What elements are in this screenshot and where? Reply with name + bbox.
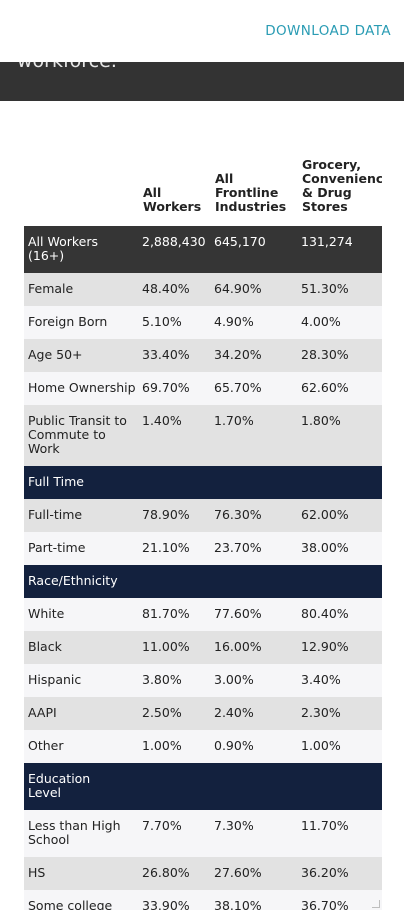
value-all-frontline: 4.90% <box>210 306 297 339</box>
data-table-container[interactable]: All Workers All Frontline Industries Grocer… <box>24 148 382 910</box>
value-grocery: 4.00% <box>297 306 382 339</box>
row-label: Black <box>24 631 138 664</box>
row-label: Home Ownership <box>24 372 138 405</box>
row-label: HS <box>24 857 138 890</box>
value-all-frontline: 645,170 <box>210 226 297 273</box>
table-row: Foreign Born 5.10% 4.90% 4.00% <box>24 306 382 339</box>
row-label: Part-time <box>24 532 138 565</box>
value-all-workers: 2.50% <box>138 697 210 730</box>
row-label: Public Transit to Commute to Work <box>24 405 138 466</box>
row-label: Full-time <box>24 499 138 532</box>
value-all-workers: 69.70% <box>138 372 210 405</box>
value-grocery: 131,274 <box>297 226 382 273</box>
value-all-workers: 11.00% <box>138 631 210 664</box>
table-row: Other 1.00% 0.90% 1.00% <box>24 730 382 763</box>
value-all-workers: 48.40% <box>138 273 210 306</box>
value-all-frontline: 2.40% <box>210 697 297 730</box>
table-row: Home Ownership 69.70% 65.70% 62.60% <box>24 372 382 405</box>
value-all-frontline: 1.70% <box>210 405 297 466</box>
value-all-frontline: 3.00% <box>210 664 297 697</box>
table-row: Part-time 21.10% 23.70% 38.00% <box>24 532 382 565</box>
value-all-workers: 26.80% <box>138 857 210 890</box>
value-all-workers: 81.70% <box>138 598 210 631</box>
column-header-all-frontline: All Frontline Industries <box>215 171 287 214</box>
row-label: Some college <box>24 890 138 910</box>
value-grocery: 36.20% <box>297 857 382 890</box>
value-all-frontline: 0.90% <box>210 730 297 763</box>
row-label: All Workers (16+) <box>24 226 138 273</box>
workforce-data-table: All Workers All Frontline Industries Grocer… <box>24 148 382 910</box>
table-row: Black 11.00% 16.00% 12.90% <box>24 631 382 664</box>
value-grocery: 1.00% <box>297 730 382 763</box>
value-grocery: 12.90% <box>297 631 382 664</box>
column-header-all-workers: All Workers <box>143 185 202 214</box>
value-all-workers: 78.90% <box>138 499 210 532</box>
value-grocery: 28.30% <box>297 339 382 372</box>
value-all-workers: 3.80% <box>138 664 210 697</box>
value-all-workers: 1.40% <box>138 405 210 466</box>
value-all-frontline: 7.30% <box>210 810 297 857</box>
value-grocery: 3.40% <box>297 664 382 697</box>
value-all-workers: 2,888,430 <box>138 226 210 273</box>
value-grocery: 1.80% <box>297 405 382 466</box>
section-header-row: Race/Ethnicity <box>24 565 382 598</box>
value-grocery: 11.70% <box>297 810 382 857</box>
table-row: White 81.70% 77.60% 80.40% <box>24 598 382 631</box>
value-grocery: 36.70% <box>297 890 382 910</box>
section-label: Education Level <box>24 763 382 810</box>
row-label: Female <box>24 273 138 306</box>
value-all-frontline: 23.70% <box>210 532 297 565</box>
value-grocery: 80.40% <box>297 598 382 631</box>
value-all-workers: 33.40% <box>138 339 210 372</box>
row-label: Age 50+ <box>24 339 138 372</box>
value-grocery: 2.30% <box>297 697 382 730</box>
value-grocery: 62.00% <box>297 499 382 532</box>
banner-text: workforce. <box>17 62 117 72</box>
row-label: Hispanic <box>24 664 138 697</box>
table-row: All Workers (16+) 2,888,430 645,170 131,274 <box>24 226 382 273</box>
row-label: AAPI <box>24 697 138 730</box>
row-label: Less than High School <box>24 810 138 857</box>
value-grocery: 38.00% <box>297 532 382 565</box>
row-label: White <box>24 598 138 631</box>
value-all-frontline: 77.60% <box>210 598 297 631</box>
table-row: HS 26.80% 27.60% 36.20% <box>24 857 382 890</box>
value-all-workers: 1.00% <box>138 730 210 763</box>
table-row: Less than High School 7.70% 7.30% 11.70% <box>24 810 382 857</box>
value-all-workers: 5.10% <box>138 306 210 339</box>
table-row: Age 50+ 33.40% 34.20% 28.30% <box>24 339 382 372</box>
table-header-row: All Workers All Frontline Industries Grocer… <box>24 148 382 226</box>
section-header-row: Full Time <box>24 466 382 499</box>
table-row: Full-time 78.90% 76.30% 62.00% <box>24 499 382 532</box>
value-all-frontline: 38.10% <box>210 890 297 910</box>
download-data-link[interactable]: DOWNLOAD DATA <box>265 23 391 39</box>
value-all-frontline: 76.30% <box>210 499 297 532</box>
row-label: Other <box>24 730 138 763</box>
table-row: Hispanic 3.80% 3.00% 3.40% <box>24 664 382 697</box>
value-grocery: 51.30% <box>297 273 382 306</box>
value-all-workers: 21.10% <box>138 532 210 565</box>
table-row: Female 48.40% 64.90% 51.30% <box>24 273 382 306</box>
column-header-grocery: Grocery, Convenienc & Drug Stores <box>302 157 382 214</box>
page-banner: workforce. <box>0 62 404 101</box>
value-all-frontline: 64.90% <box>210 273 297 306</box>
value-grocery: 62.60% <box>297 372 382 405</box>
section-header-row: Education Level <box>24 763 382 810</box>
value-all-frontline: 16.00% <box>210 631 297 664</box>
value-all-workers: 33.90% <box>138 890 210 910</box>
table-row: Public Transit to Commute to Work 1.40% 1.… <box>24 405 382 466</box>
value-all-frontline: 65.70% <box>210 372 297 405</box>
value-all-frontline: 27.60% <box>210 857 297 890</box>
section-label: Race/Ethnicity <box>24 565 382 598</box>
value-all-workers: 7.70% <box>138 810 210 857</box>
top-bar: DOWNLOAD DATA <box>0 0 404 62</box>
table-row: Some college 33.90% 38.10% 36.70% <box>24 890 382 910</box>
resize-handle-icon <box>372 900 380 908</box>
section-label: Full Time <box>24 466 382 499</box>
value-all-frontline: 34.20% <box>210 339 297 372</box>
column-header-blank <box>24 148 138 226</box>
row-label: Foreign Born <box>24 306 138 339</box>
table-row: AAPI 2.50% 2.40% 2.30% <box>24 697 382 730</box>
